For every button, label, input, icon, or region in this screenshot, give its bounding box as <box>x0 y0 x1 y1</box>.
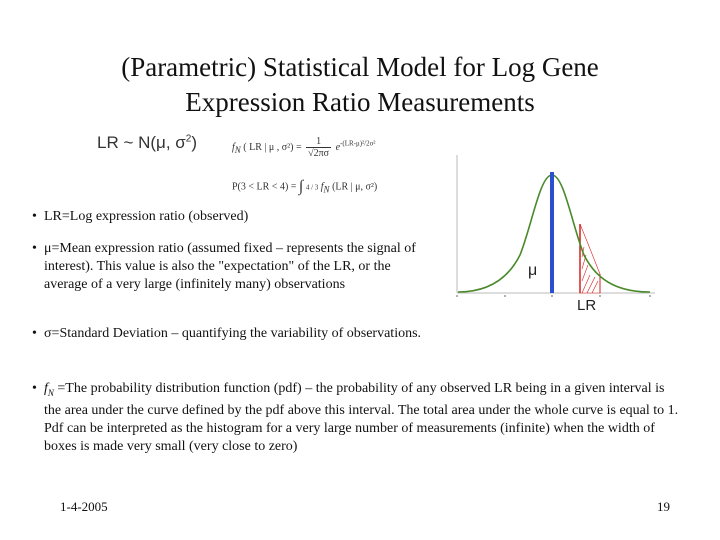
prob-lhs: P(3 < LR < 4) = <box>232 181 297 193</box>
fn-sub: N <box>47 387 54 398</box>
lr-dist-rhs: ) <box>191 133 198 152</box>
page-number: 19 <box>657 499 670 514</box>
pdf-formula: fN ( LR | μ , σ²) = 1 √2πσ e-(LR-μ)²/2σ² <box>232 136 375 159</box>
lr-distribution-formula: LR ~ N(μ, σ2) <box>97 133 197 153</box>
mu-label: μ <box>528 262 538 279</box>
bullet-fn-text: fN =The probability distribution functio… <box>44 380 682 456</box>
bullet-dot: • <box>32 241 37 256</box>
axis-ticks <box>456 295 651 297</box>
pdf-num: 1 <box>306 136 332 148</box>
pdf-fraction: 1 √2πσ <box>306 136 332 159</box>
title-line-2: Expression Ratio Measurements <box>185 87 535 117</box>
pdf-sub: N <box>234 144 241 155</box>
prob-bounds: 4 / 3 <box>305 183 319 192</box>
pdf-args: ( LR | μ , σ²) = <box>243 141 302 153</box>
pdf-den: √2πσ <box>308 148 330 159</box>
pdf-exp: -(LR-μ)²/2σ² <box>340 139 376 148</box>
bullet-fn: • fN =The probability distribution funct… <box>32 380 682 456</box>
fn-symbol: f <box>44 381 48 396</box>
normal-distribution-diagram <box>456 155 655 297</box>
footer-date: 1-4-2005 <box>60 499 108 514</box>
bullet-mu: • μ=Mean expression ratio (assumed fixed… <box>32 240 427 294</box>
prob-f: f <box>320 181 324 193</box>
lr-dist-sup: 2 <box>185 133 192 145</box>
bullet-dot: • <box>32 381 37 396</box>
pdf-e: e <box>335 141 341 153</box>
bullet-sigma-text: σ=Standard Deviation – quantifying the v… <box>44 326 422 341</box>
bullet-dot: • <box>32 326 37 341</box>
fn-text: =The probability distribution function (… <box>44 381 679 454</box>
slide-title: (Parametric) Statistical Model for Log G… <box>60 50 660 120</box>
integral-icon: ∫ <box>298 178 304 195</box>
prob-args: (LR | μ, σ²) <box>332 181 378 193</box>
bullet-lr-text: LR=Log expression ratio (observed) <box>44 209 249 224</box>
lr-label: LR <box>577 297 597 314</box>
pdf-f: f <box>232 141 235 153</box>
bullet-lr: • LR=Log expression ratio (observed) <box>32 208 432 226</box>
bullet-sigma: • σ=Standard Deviation – quantifying the… <box>32 325 427 343</box>
lr-dist-lhs: LR ~ N(μ, σ <box>97 133 186 152</box>
probability-formula: P(3 < LR < 4) = ∫ 4 / 3 fN (LR | μ, σ²) <box>232 178 377 196</box>
title-line-1: (Parametric) Statistical Model for Log G… <box>121 52 599 82</box>
bullet-dot: • <box>32 209 37 224</box>
prob-sub: N <box>323 184 330 195</box>
bullet-mu-text: μ=Mean expression ratio (assumed fixed –… <box>44 241 416 292</box>
